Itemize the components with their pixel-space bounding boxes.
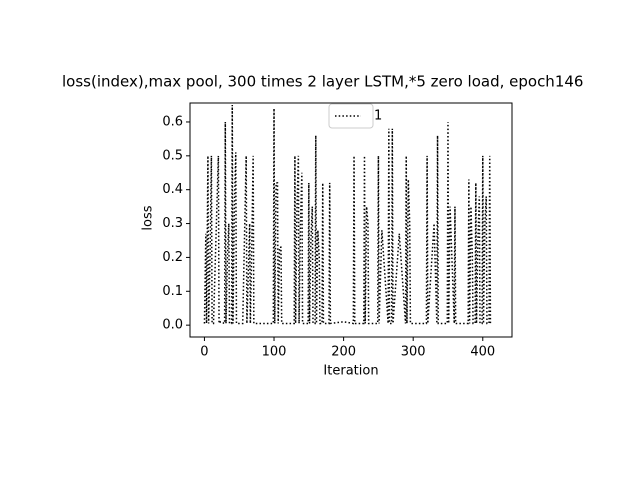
x-tick-label: 400	[470, 345, 495, 360]
data-line	[203, 105, 492, 326]
y-tick-label: 0.1	[162, 284, 183, 299]
legend-label: 1	[374, 109, 382, 124]
plot-frame	[189, 102, 513, 338]
y-tick-label: 0.4	[162, 182, 183, 197]
y-tick-label: 0.2	[162, 250, 183, 265]
y-axis-label: loss	[141, 205, 156, 230]
x-tick-label: 200	[331, 345, 356, 360]
y-tick-label: 0.3	[162, 216, 183, 231]
y-tick-label: 0.0	[162, 318, 183, 333]
x-axis-label: Iteration	[323, 364, 378, 379]
x-tick-label: 300	[401, 345, 426, 360]
y-tick-label: 0.5	[162, 148, 183, 163]
chart-title: loss(index),max pool, 300 times 2 layer …	[62, 73, 583, 91]
x-tick-label: 0	[200, 345, 208, 360]
y-tick-label: 0.6	[162, 114, 183, 129]
x-tick-label: 100	[262, 345, 287, 360]
